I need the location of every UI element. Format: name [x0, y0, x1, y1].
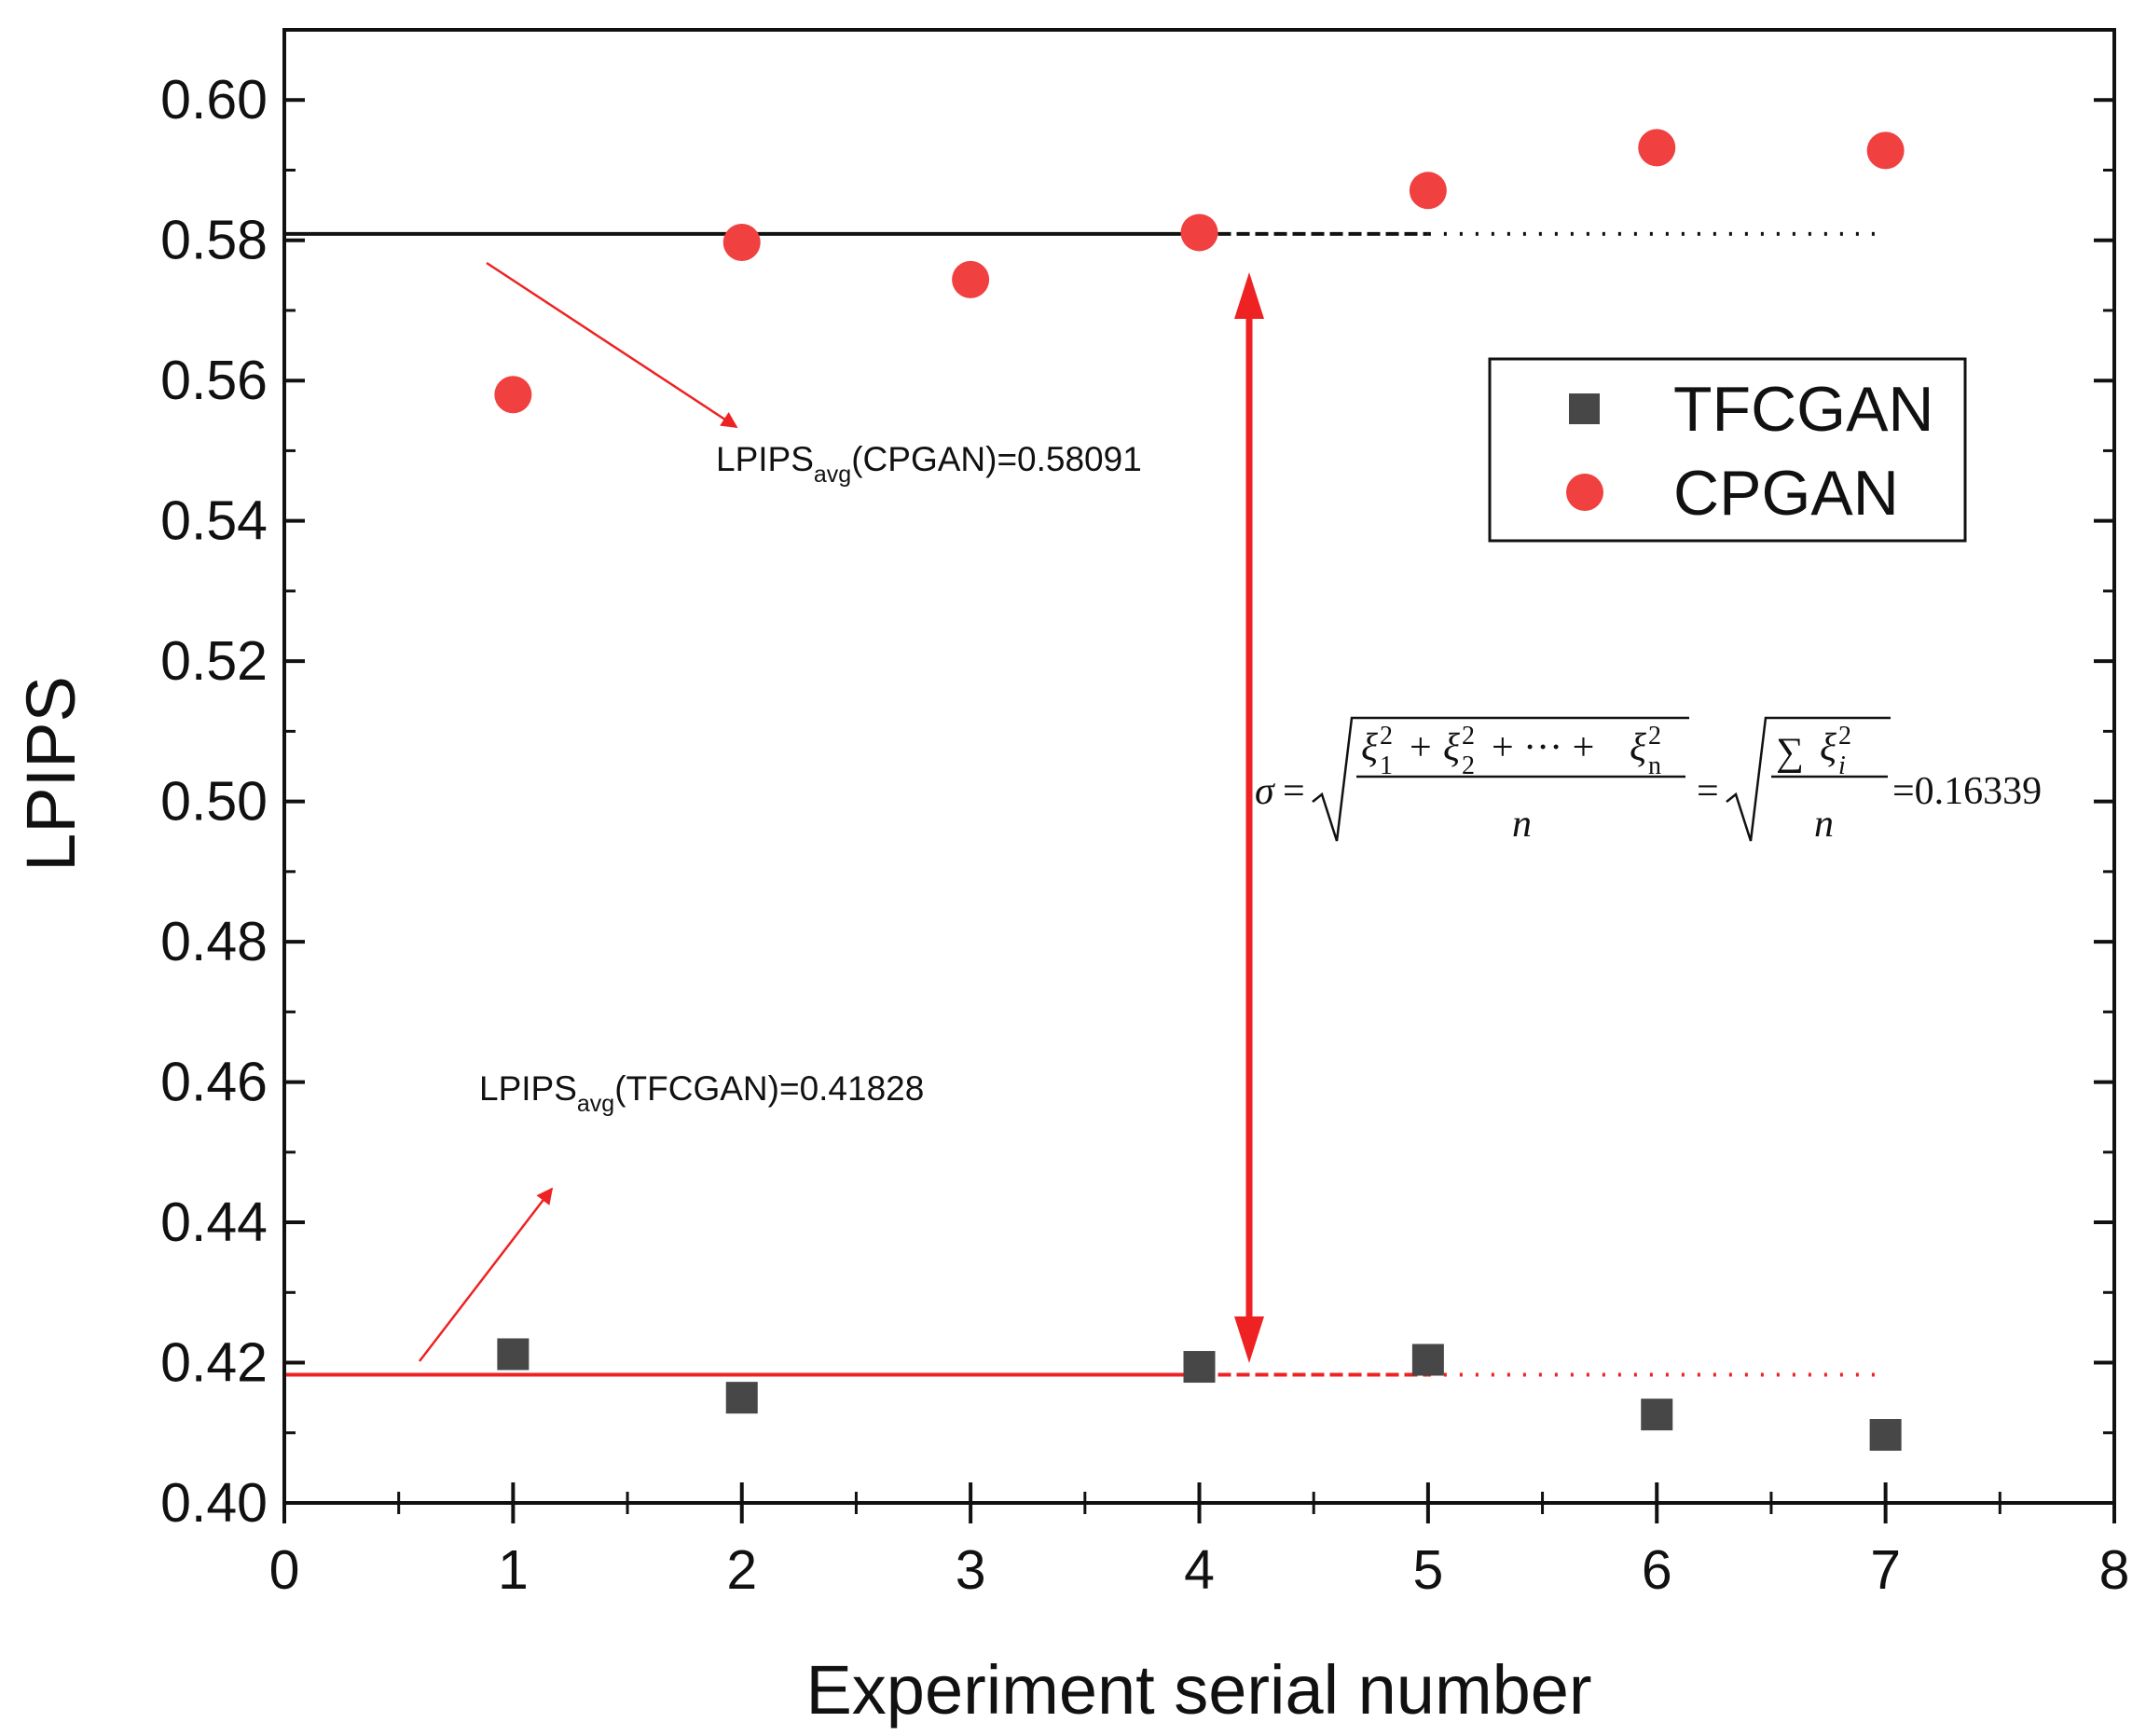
y-tick-label: 0.58 — [160, 210, 268, 271]
legend-label-cpgan: CPGAN — [1673, 458, 1899, 529]
y-tick-label: 0.60 — [160, 69, 268, 131]
legend-box — [1488, 357, 1967, 543]
tfcgan-annotation-arrow — [419, 1187, 554, 1362]
x-tick-label: 1 — [498, 1539, 529, 1601]
y-tick-label: 0.44 — [160, 1192, 268, 1253]
y-tick-label: 0.48 — [160, 911, 268, 972]
point-tfcgan — [1411, 1343, 1444, 1376]
legend-marker-cpgan — [1566, 474, 1603, 511]
point-cpgan — [1866, 131, 1905, 170]
point-cpgan — [1638, 129, 1676, 167]
y-tick-label: 0.56 — [160, 350, 268, 411]
point-cpgan — [722, 223, 761, 261]
cpgan-average-annotation: LPIPSavg(CPGAN)=0.58091 — [486, 261, 1142, 488]
svg-text:∑: ∑ — [1776, 731, 1804, 774]
x-tick-label: 0 — [269, 1539, 300, 1601]
svg-text:2: 2 — [1838, 722, 1851, 751]
svg-text:ξ: ξ — [1361, 726, 1378, 769]
sigma-value: =0.16339 — [1892, 770, 2042, 813]
svg-text:+ ··· +: + ··· + — [1492, 726, 1594, 769]
y-axis-title: LPIPS — [12, 676, 89, 872]
point-tfcgan — [1641, 1398, 1673, 1431]
y-tick-label: 0.40 — [160, 1472, 268, 1534]
y-tick-label: 0.54 — [160, 490, 268, 552]
x-tick-label: 5 — [1412, 1539, 1443, 1601]
y-tick-label: 0.46 — [160, 1052, 268, 1113]
point-tfcgan — [497, 1338, 530, 1371]
x-axis-title: Experiment serial number — [805, 1651, 1591, 1729]
svg-text:+: + — [1410, 726, 1432, 769]
point-tfcgan — [1869, 1419, 1902, 1452]
legend-marker-tfcgan — [1569, 393, 1600, 424]
svg-text:=: = — [1283, 770, 1305, 813]
tfcgan-average-annotation: LPIPSavg(TFCGAN)=0.41828 — [419, 1069, 924, 1362]
sigma-formula: σ = ξ 1 2 + ξ 2 2 + ··· + ξ n 2 n = ∑ ξ … — [1255, 716, 2042, 846]
point-cpgan — [952, 260, 990, 298]
y-tick-label: 0.42 — [160, 1332, 268, 1394]
svg-text:2: 2 — [1648, 722, 1661, 751]
svg-text:n: n — [1648, 751, 1661, 780]
legend-label-tfcgan: TFCGAN — [1673, 374, 1934, 445]
point-tfcgan — [725, 1382, 758, 1414]
x-tick-label: 8 — [2099, 1539, 2130, 1601]
x-tick-label: 7 — [1870, 1539, 1901, 1601]
cpgan-annotation-arrow — [486, 261, 738, 429]
svg-text:1: 1 — [1380, 751, 1393, 780]
cpgan-average-label: LPIPSavg(CPGAN)=0.58091 — [716, 440, 1142, 488]
tfcgan-average-label: LPIPSavg(TFCGAN)=0.41828 — [479, 1069, 924, 1117]
svg-text:i: i — [1838, 751, 1846, 780]
svg-text:2: 2 — [1380, 722, 1393, 751]
point-cpgan — [1180, 214, 1218, 252]
svg-text:ξ: ξ — [1443, 726, 1460, 769]
point-tfcgan — [1183, 1351, 1216, 1384]
gap-double-arrow — [1234, 272, 1264, 1363]
point-cpgan — [494, 376, 532, 414]
svg-text:2: 2 — [1462, 722, 1475, 751]
svg-text:ξ: ξ — [1820, 726, 1836, 769]
svg-text:=: = — [1697, 770, 1719, 813]
svg-text:2: 2 — [1462, 751, 1475, 780]
svg-text:ξ: ξ — [1630, 726, 1646, 769]
svg-text:n: n — [1814, 803, 1834, 846]
legend: TFCGAN CPGAN — [1488, 357, 1967, 543]
point-cpgan — [1409, 172, 1447, 210]
x-tick-label: 4 — [1184, 1539, 1215, 1601]
x-tick-label: 2 — [726, 1539, 757, 1601]
svg-text:n: n — [1512, 803, 1532, 846]
svg-text:σ: σ — [1255, 770, 1276, 813]
x-tick-label: 3 — [956, 1539, 986, 1601]
y-tick-label: 0.50 — [160, 771, 268, 833]
x-tick-label: 6 — [1642, 1539, 1672, 1601]
y-tick-label: 0.52 — [160, 630, 268, 692]
